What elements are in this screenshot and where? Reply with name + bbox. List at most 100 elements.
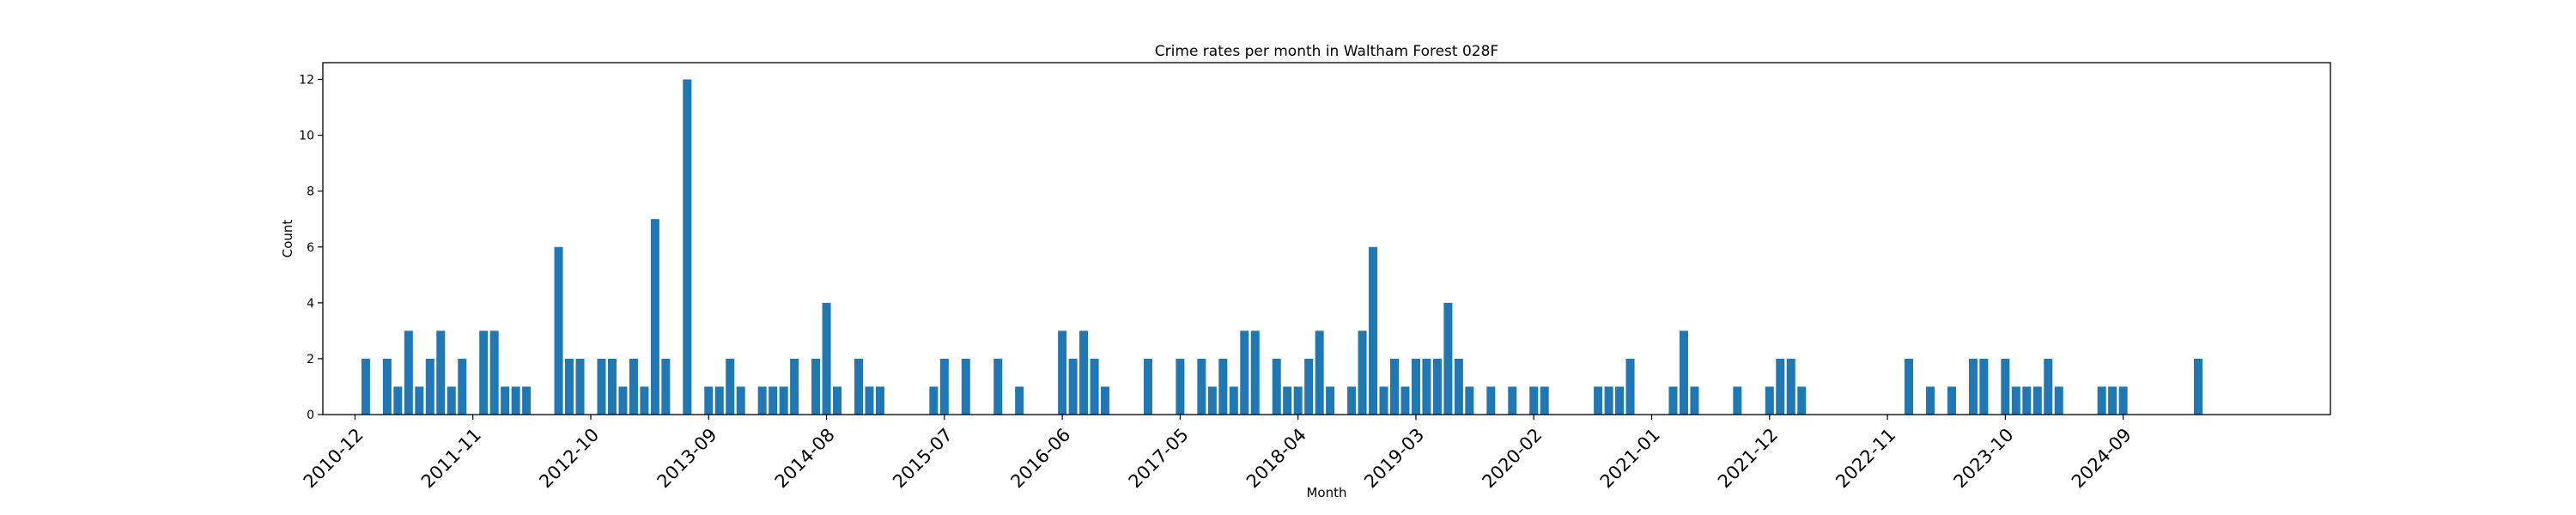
bar-2012-01 — [489, 330, 499, 415]
bar-2012-02 — [501, 386, 510, 415]
bar-2014-04 — [779, 386, 788, 415]
bar-2014-09 — [833, 386, 842, 415]
bars — [361, 79, 2202, 415]
bar-2011-09 — [447, 386, 456, 415]
bar-2012-11 — [597, 358, 606, 415]
bar-2019-01 — [1390, 358, 1399, 415]
bar-2012-12 — [607, 358, 617, 415]
bar-2020-08 — [1594, 386, 1603, 415]
bar-2020-03 — [1540, 386, 1549, 415]
bar-2023-10 — [2001, 358, 2010, 415]
bar-2023-03 — [1926, 386, 1935, 415]
bar-2023-05 — [1947, 386, 1956, 415]
bar-2018-11 — [1369, 246, 1378, 415]
bar-2021-05 — [1690, 386, 1699, 415]
y-tick-label: 12 — [299, 74, 314, 88]
chart-title: Crime rates per month in Waltham Forest … — [1155, 43, 1498, 60]
y-axis-label: Count — [280, 220, 295, 258]
x-tick-label: 2024-09 — [2068, 424, 2136, 492]
bar-2013-09 — [704, 386, 714, 415]
bar-2017-08 — [1207, 386, 1217, 415]
x-tick-label: 2019-03 — [1360, 424, 1428, 492]
bar-2014-07 — [811, 358, 821, 415]
bar-2018-03 — [1283, 386, 1292, 415]
bar-2012-03 — [511, 386, 520, 415]
bar-2019-06 — [1443, 302, 1453, 415]
bar-2017-12 — [1250, 330, 1260, 415]
y-axis: 0 2 4 6 8 10 12 — [299, 74, 323, 422]
bar-2011-01 — [361, 358, 370, 415]
bar-2023-07 — [1968, 358, 1978, 415]
x-tick-label: 2014-08 — [771, 424, 839, 492]
bar-2013-01 — [618, 386, 628, 415]
bar-2018-06 — [1315, 330, 1324, 415]
bar-2013-12 — [736, 386, 745, 415]
bar-2020-02 — [1529, 386, 1539, 415]
bar-2016-08 — [1079, 330, 1089, 415]
bar-2019-02 — [1400, 386, 1410, 415]
bar-2019-12 — [1508, 386, 1517, 415]
bar-2017-05 — [1176, 358, 1185, 415]
y-tick-label: 4 — [307, 297, 314, 311]
bar-2011-08 — [436, 330, 446, 415]
y-tick-label: 8 — [307, 185, 314, 199]
x-tick-label: 2012-10 — [535, 424, 603, 492]
bar-2014-03 — [769, 386, 778, 415]
bar-2011-07 — [425, 358, 434, 415]
bar-2020-10 — [1615, 386, 1625, 415]
bar-2023-01 — [1905, 358, 1914, 415]
bar-2014-11 — [854, 358, 863, 415]
bar-2014-05 — [790, 358, 799, 415]
bar-2019-08 — [1465, 386, 1474, 415]
bar-2013-07 — [683, 79, 692, 415]
bar-2014-02 — [757, 386, 767, 415]
bar-2018-09 — [1347, 386, 1357, 415]
y-tick-label: 2 — [307, 353, 314, 367]
bar-2018-04 — [1293, 386, 1303, 415]
bar-2019-10 — [1486, 386, 1496, 415]
bar-2013-03 — [640, 386, 649, 415]
bar-2021-09 — [1733, 386, 1742, 415]
bar-2019-07 — [1454, 358, 1463, 415]
x-tick-label: 2010-12 — [300, 424, 368, 492]
bar-2013-10 — [714, 386, 724, 415]
bar-2013-02 — [629, 358, 638, 415]
y-tick-label: 10 — [299, 130, 314, 143]
bar-2024-03 — [2054, 386, 2063, 415]
bar-2012-04 — [522, 386, 532, 415]
bar-2015-06 — [929, 386, 939, 415]
bar-2013-04 — [650, 219, 659, 415]
x-tick-label: 2018-04 — [1242, 424, 1310, 492]
bar-2015-09 — [961, 358, 970, 415]
bar-2023-12 — [2022, 386, 2032, 415]
bar-2024-09 — [2118, 386, 2128, 415]
bar-2024-08 — [2108, 386, 2117, 415]
bar-2012-08 — [565, 358, 574, 415]
bar-2020-11 — [1625, 358, 1635, 415]
y-tick-label: 6 — [307, 241, 314, 255]
x-tick-label: 2021-12 — [1714, 424, 1782, 492]
bar-2021-03 — [1668, 386, 1678, 415]
bar-2024-07 — [2097, 386, 2106, 415]
bar-2016-10 — [1101, 386, 1110, 415]
bar-2018-10 — [1358, 330, 1367, 415]
bar-2016-06 — [1058, 330, 1067, 415]
bar-2017-11 — [1240, 330, 1249, 415]
bar-2022-02 — [1786, 358, 1795, 415]
bar-2011-05 — [404, 330, 413, 415]
bar-2025-04 — [2194, 358, 2202, 415]
bar-2016-07 — [1068, 358, 1078, 415]
bar-2017-10 — [1229, 386, 1238, 415]
x-tick-label: 2015-07 — [889, 424, 957, 492]
bar-2011-12 — [479, 330, 489, 415]
bar-2019-03 — [1411, 358, 1420, 415]
x-tick-label: 2023-10 — [1950, 424, 2018, 492]
bar-2013-11 — [726, 358, 735, 415]
bar-2015-12 — [993, 358, 1003, 415]
bar-2017-07 — [1197, 358, 1206, 415]
x-tick-label: 2013-09 — [653, 424, 721, 492]
bar-2024-02 — [2044, 358, 2053, 415]
bar-2023-08 — [1979, 358, 1989, 415]
x-tick-label: 2017-05 — [1125, 424, 1193, 492]
